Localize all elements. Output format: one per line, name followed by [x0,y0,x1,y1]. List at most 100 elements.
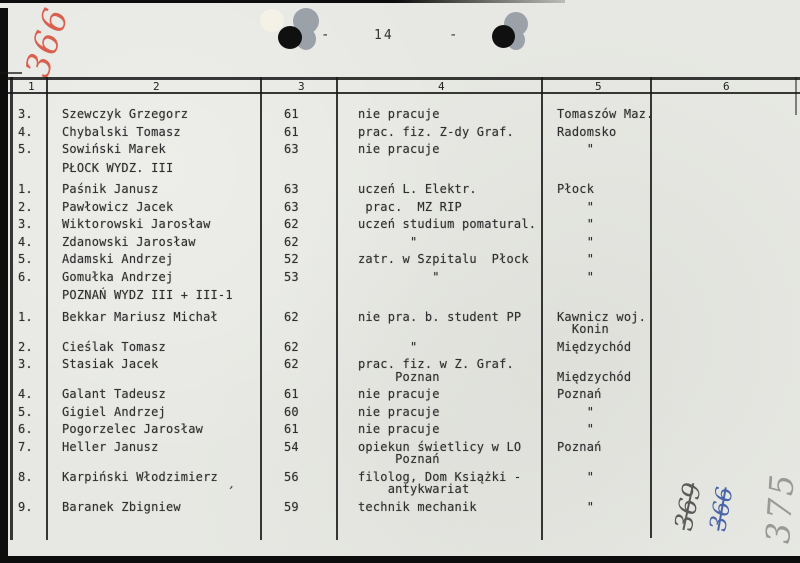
cell-place: " [557,199,595,214]
handwritten-red-number: 366 [17,2,78,82]
table-row: 7. Heller Janusz 54 opiekun świetlicy w LO … [11,439,800,466]
table-divider-4-5 [541,77,543,540]
cell-name: Sowiński Marek [62,142,166,156]
cell-year: 63 [284,182,299,196]
table-divider-3-4 [336,77,338,540]
cell-num: 3. [18,217,33,231]
cell-num [11,289,47,302]
cell-year: 62 [284,339,299,354]
cell-name: Baranek Zbigniew [62,499,181,514]
fastener-mark-white [260,9,284,32]
cell-place: Kawnicz woj. Konin [557,309,647,336]
cell-name: Paśnik Janusz [62,182,159,196]
cell-job: " [358,234,418,249]
cell-job: zatr. w Szpitalu Płock [358,252,529,266]
cell-num: 4. [18,234,33,249]
cell-place: Tomaszów Maz. [557,107,654,121]
cell-year: 59 [284,499,299,514]
cell-num: 8. [18,469,33,484]
cell-name: Cieślak Tomasz [62,339,166,354]
cell-num: 9. [18,499,33,514]
table-border-right [795,77,797,115]
cell-year: 56 [284,469,299,484]
cell-job: nie pracuje [358,422,440,436]
fastener-mark-black-right [492,25,515,48]
cell-job: nie pracuje [358,404,440,419]
section-row: PŁOCK WYDZ. III [11,161,800,175]
table-divider-5-6 [650,77,652,538]
cell-num: 7. [18,439,33,454]
cell-job: nie pracuje [358,387,440,401]
table-header-bottom-line [8,92,800,94]
table-row: 2. Pawłowicz Jacek 63 prac. MZ RIP " [11,199,800,214]
cell-year: 53 [284,269,299,284]
table-body: 3. Szewczyk Grzegorz 61 nie pracuje Tomaszów… [11,108,800,518]
scan-edge-top [0,0,565,3]
cell-year: 62 [284,234,299,249]
column-header-4: 4 [438,80,445,93]
cell-name: Gigiel Andrzej [62,404,166,419]
cell-place: " [557,142,595,156]
cell-num: 1. [18,182,33,196]
cell-year: 52 [284,252,299,266]
cell-name: Szewczyk Grzegorz [62,107,189,121]
section-row: POZNAŃ WYDZ III + III-1 [11,289,800,302]
cell-num [11,162,47,175]
cell-name: Zdanowski Jarosław [62,234,196,249]
cell-place: " [557,252,595,266]
table-row: 5. Adamski Andrzej 52 zatr. w Szpitalu Płoc… [11,253,800,266]
cell-name: Adamski Andrzej [62,252,174,266]
cell-job: prac. fiz. w Z. Graf. Poznan [358,357,514,384]
cell-name: Wiktorowski Jarosław [62,217,211,231]
table-row: 4. Galant Tadeusz 61 nie pracuje Poznań [11,388,800,401]
column-header-2: 2 [153,80,160,93]
table-row: 4. Zdanowski Jarosław 62 " " [11,234,800,249]
table-divider-1-2 [46,77,48,540]
cell-job: " [358,269,440,284]
cell-job: filolog, Dom Książki - antykwariat [358,469,522,496]
cell-name: Karpiński Włodzimierz [62,469,218,484]
cell-job: technik mechanik [358,499,477,514]
table-row: 3. Stasiak Jacek 62 prac. fiz. w Z. Graf. P… [11,358,800,383]
cell-place: " [557,269,595,284]
table-row: 6. Gomułka Andrzej 53 " " [11,269,800,284]
cell-place: Poznań [557,439,602,454]
table-row: 5. Gigiel Andrzej 60 nie pracuje " [11,404,800,419]
cell-name: Heller Janusz [62,439,159,454]
table-row: 4. Chybalski Tomasz 61 prac. fiz. Z-dy Graf… [11,124,800,139]
cell-num: 6. [18,422,33,436]
cell-job: nie pra. b. student PP [358,309,522,324]
column-header-1: 1 [28,80,35,93]
cell-place: Międzychód [557,339,632,354]
cell-num: 2. [18,199,33,214]
cell-job: nie pracuje [358,142,440,156]
section-title: POZNAŃ WYDZ III + III-1 [62,288,233,302]
cell-place: Płock [557,182,595,196]
cell-job: prac. MZ RIP [358,199,462,214]
cell-name: Galant Tadeusz [62,387,166,401]
table-row: 6. Pogorzelec Jarosław 61 nie pracuje " [11,423,800,436]
cell-job: uczeń studium pomatural. [358,217,537,231]
cell-year: 62 [284,217,299,231]
cell-year: 62 [284,309,299,324]
cell-year: 63 [284,199,299,214]
cell-name: Stasiak Jacek [62,357,159,371]
cell-num: 3. [18,107,33,121]
cell-year: 60 [284,404,299,419]
cell-job: opiekun świetlicy w LO Poznań [358,439,522,466]
table-header-top-line [8,77,800,80]
cell-year: 54 [284,439,299,454]
cell-place: Radomsko [557,124,617,139]
cell-job: prac. fiz. Z-dy Graf. [358,124,514,139]
column-header-3: 3 [298,80,305,93]
scan-edge-left [0,8,8,563]
cell-num: 5. [18,252,33,266]
handwritten-number-3: 375 [758,470,800,545]
cell-name: Bekkar Mariusz Michał [62,309,218,324]
column-header-6: 6 [723,80,730,93]
cell-num: 3. [18,357,33,371]
cell-place: " [557,404,595,419]
table-row: 1. Paśnik Janusz 63 uczeń L. Elektr. Płock [11,183,800,196]
cell-year: 61 [284,387,299,401]
